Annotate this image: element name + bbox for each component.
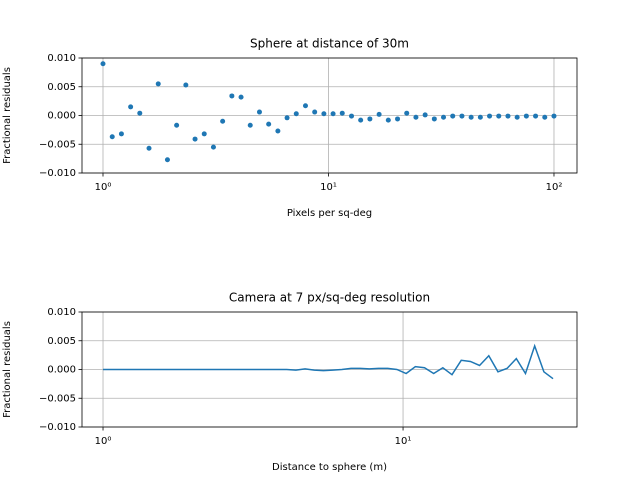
x-tick-label: 10² <box>546 182 563 193</box>
y-tick-label: −0.005 <box>39 139 76 150</box>
point <box>413 114 419 120</box>
x-tick-label: 10⁰ <box>95 436 112 447</box>
line <box>103 343 554 380</box>
point <box>551 113 557 119</box>
y-tick-label: 0.010 <box>47 307 76 318</box>
plot-frame <box>81 311 578 428</box>
x-tick-label: 10¹ <box>395 436 412 447</box>
point <box>247 122 253 128</box>
point <box>523 113 529 119</box>
point <box>505 113 511 119</box>
point <box>367 116 373 122</box>
point <box>256 109 262 115</box>
point <box>210 144 216 150</box>
point <box>321 111 327 117</box>
point <box>450 113 456 119</box>
y-tick-label: 0.010 <box>47 53 76 64</box>
point <box>358 117 364 123</box>
point <box>339 110 345 116</box>
point <box>395 116 401 122</box>
point <box>137 110 143 116</box>
point <box>459 113 465 119</box>
y-tick-label: 0.005 <box>47 336 76 347</box>
y-tick-label: 0.000 <box>47 365 76 376</box>
point <box>155 81 161 87</box>
y-axis-label: Fractional residuals <box>2 67 13 164</box>
x-axis-label: Distance to sphere (m) <box>272 462 387 473</box>
point <box>385 117 391 123</box>
y-tick-label: −0.010 <box>39 168 76 179</box>
point <box>284 115 290 121</box>
x-axis-label: Pixels per sq-deg <box>287 208 372 219</box>
point <box>201 131 207 137</box>
point <box>146 145 152 151</box>
point <box>275 128 281 134</box>
chart: Camera at 7 px/sq-deg resolution Distance… <box>2 291 578 473</box>
y-tick-label: 0.005 <box>47 82 76 93</box>
point <box>192 136 198 142</box>
point <box>487 113 493 119</box>
point <box>422 112 428 118</box>
point <box>293 111 299 117</box>
y-tick-label: −0.010 <box>39 422 76 433</box>
chart-title: Camera at 7 px/sq-deg resolution <box>229 291 430 305</box>
x-tick-label: 10⁰ <box>95 182 112 193</box>
point <box>109 134 115 140</box>
point <box>468 114 474 120</box>
y-tick-label: −0.005 <box>39 393 76 404</box>
point <box>496 113 502 119</box>
point <box>118 131 124 137</box>
y-axis-label: Fractional residuals <box>2 321 13 418</box>
point <box>100 61 106 67</box>
point <box>220 118 226 124</box>
point <box>229 93 235 99</box>
point <box>477 114 483 120</box>
point <box>174 122 180 128</box>
plot-frame <box>81 57 578 174</box>
point <box>349 113 355 119</box>
point <box>164 157 170 163</box>
point <box>128 104 134 110</box>
point <box>238 94 244 100</box>
point <box>266 121 272 127</box>
point <box>376 111 382 117</box>
point <box>330 111 336 117</box>
point <box>312 109 318 115</box>
chart: Sphere at distance of 30m Pixels per sq-d… <box>2 37 578 219</box>
point <box>533 113 539 119</box>
point <box>183 82 189 88</box>
point <box>431 116 437 122</box>
point <box>441 114 447 120</box>
x-tick-label: 10¹ <box>320 182 337 193</box>
chart-title: Sphere at distance of 30m <box>250 37 409 51</box>
point <box>404 110 410 116</box>
point <box>514 114 520 120</box>
point <box>542 114 548 120</box>
point <box>302 103 308 109</box>
y-tick-label: 0.000 <box>47 111 76 122</box>
